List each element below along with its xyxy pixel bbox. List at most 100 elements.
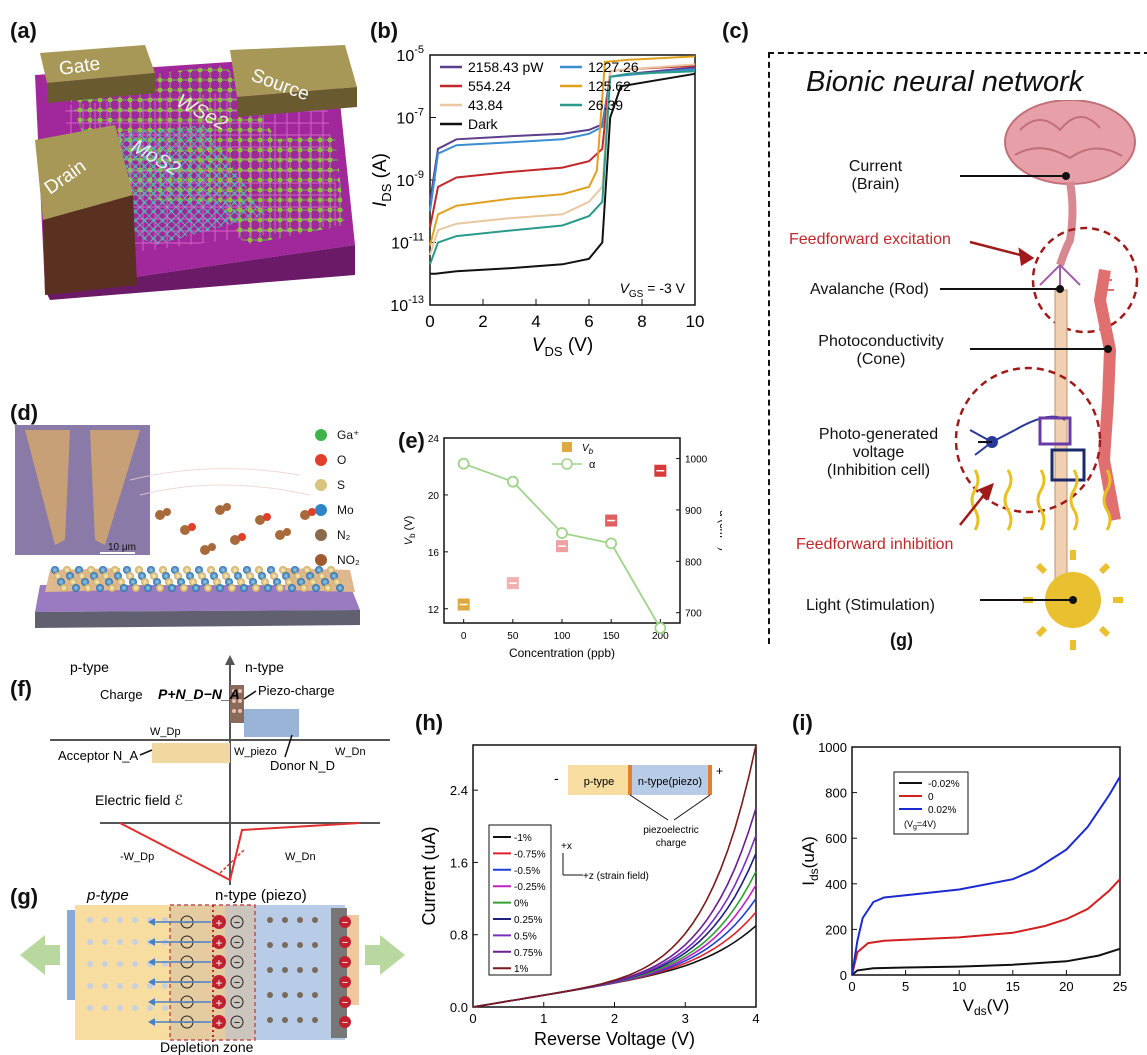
- series-line: [429, 55, 696, 246]
- lattice-atom: [114, 572, 122, 580]
- alpha-point: [654, 622, 667, 635]
- legend-entry: -0.75%: [514, 849, 546, 860]
- lattice-atom: [246, 572, 254, 580]
- lattice-atom: [90, 572, 98, 580]
- minus-ion: [230, 915, 244, 929]
- gas-legend-item: NO₂: [315, 547, 360, 572]
- f-wdn2-label: W_Dn: [285, 851, 316, 863]
- lattice-atom: [81, 578, 89, 586]
- legend-dot-icon: [315, 503, 327, 516]
- lattice-atom: [210, 572, 218, 580]
- lattice-atom: [54, 572, 62, 580]
- hole-dot: [132, 917, 138, 923]
- series-line: [472, 744, 757, 1008]
- lattice-atom: [171, 566, 179, 574]
- y-tick-label: 24: [428, 434, 440, 445]
- lattice-atom: [138, 572, 146, 580]
- inset-ptype: [568, 765, 630, 795]
- lattice-atom: [99, 566, 107, 574]
- piezo-plus-charge: [212, 915, 226, 929]
- piezo-plus-charge: [212, 1015, 226, 1029]
- alpha-point: [556, 527, 568, 539]
- lattice-atom: [126, 572, 134, 580]
- electrode-charge: [339, 1016, 351, 1028]
- lattice-atom: [108, 584, 116, 592]
- svg-text:−: −: [234, 957, 240, 969]
- x-tick-label: 1: [540, 1011, 547, 1026]
- y-tick-label: 20: [428, 491, 440, 502]
- x-tick-label: 6: [584, 312, 593, 331]
- lattice-atom: [231, 566, 239, 574]
- minus-ion: [230, 955, 244, 969]
- svg-text:+: +: [215, 956, 222, 970]
- x-tick-label: 0: [848, 979, 855, 994]
- svg-text:+: +: [215, 1016, 222, 1030]
- svg-text:−: −: [234, 937, 240, 949]
- panel-label-g: (g): [10, 884, 39, 909]
- lattice-atom: [84, 584, 92, 592]
- lattice-atom: [333, 578, 341, 586]
- pn-junction-diagram: p-type n-type (piezo) Depletion zone +− −…: [20, 887, 405, 1055]
- electron-dot: [297, 1017, 303, 1023]
- panel-label-h: (h): [415, 710, 444, 735]
- lattice-atom: [69, 578, 77, 586]
- hole-dot: [87, 961, 93, 967]
- lattice-atom: [57, 578, 65, 586]
- electron-dot: [297, 917, 303, 923]
- lattice-atom: [198, 572, 206, 580]
- bionic-title: Bionic neural network: [806, 66, 1084, 98]
- x-axis-label: Vds(V): [963, 996, 1010, 1018]
- chart-i: 0 5 10 15 20 25 0 200 400 600 800 1000 -0.02% 0 0.02% (…: [799, 740, 1127, 1018]
- inset-charge-label: charge: [656, 838, 687, 849]
- electron-dot: [297, 942, 303, 948]
- f-ptype-label: p-type: [70, 659, 109, 675]
- electron-dot: [282, 967, 288, 973]
- bionic-item-brain: Current (Brain): [848, 158, 903, 193]
- legend-note: (Vg=4V): [904, 819, 936, 831]
- series-line: [429, 63, 696, 256]
- x-tick-label: 8: [637, 312, 646, 331]
- piezo-plus-charge: [212, 975, 226, 989]
- brain-icon: [1004, 100, 1136, 267]
- f-acceptor-label: Acceptor N_A: [58, 748, 139, 763]
- lattice-atom: [189, 578, 197, 586]
- legend-entry: 2158.43 pW: [468, 59, 544, 75]
- lattice-atom: [144, 584, 152, 592]
- inhibition-cell-icon: [969, 415, 1086, 482]
- lattice-atom: [180, 584, 188, 592]
- source-electrode: Source: [230, 45, 357, 117]
- y-tick-label: 800: [825, 786, 847, 801]
- lattice-atom: [234, 572, 242, 580]
- x-tick-label: 25: [1113, 979, 1127, 994]
- hole-dot: [117, 961, 123, 967]
- legend-entry: 125.62: [588, 78, 631, 94]
- lattice-atom: [186, 572, 194, 580]
- lattice-atom: [165, 578, 173, 586]
- lattice-atom: [72, 584, 80, 592]
- x-axis-label: VDS (V): [532, 335, 593, 359]
- y-tick-label: 10-9: [396, 169, 424, 190]
- y-tick-label: 10-7: [396, 107, 424, 128]
- annotation-vgs: VGS = -3 V: [620, 280, 686, 300]
- hole-dot: [162, 1005, 168, 1011]
- hole-dot: [102, 939, 108, 945]
- gas-molecule: [200, 545, 210, 555]
- scale-bar-label: 10 μm: [108, 542, 136, 553]
- y-tick-label: 1.6: [450, 855, 468, 870]
- electron-dot: [312, 992, 318, 998]
- lattice-atom: [204, 584, 212, 592]
- legend-entry: -0.02%: [928, 779, 960, 790]
- y-tick-label: 10-11: [391, 232, 424, 253]
- y2-tick-label: 700: [685, 609, 702, 620]
- lattice-atom: [168, 584, 176, 592]
- lattice-atom: [66, 572, 74, 580]
- hole-dot: [162, 983, 168, 989]
- lattice-atom: [201, 578, 209, 586]
- gas-molecule: [230, 535, 240, 545]
- svg-text:−: −: [342, 997, 348, 1009]
- x-tick-label: 0: [469, 1011, 476, 1026]
- lattice-atom: [111, 566, 119, 574]
- electrode-charge: [339, 936, 351, 948]
- gas-molecule: [180, 525, 190, 535]
- x-tick-label: 50: [507, 631, 519, 642]
